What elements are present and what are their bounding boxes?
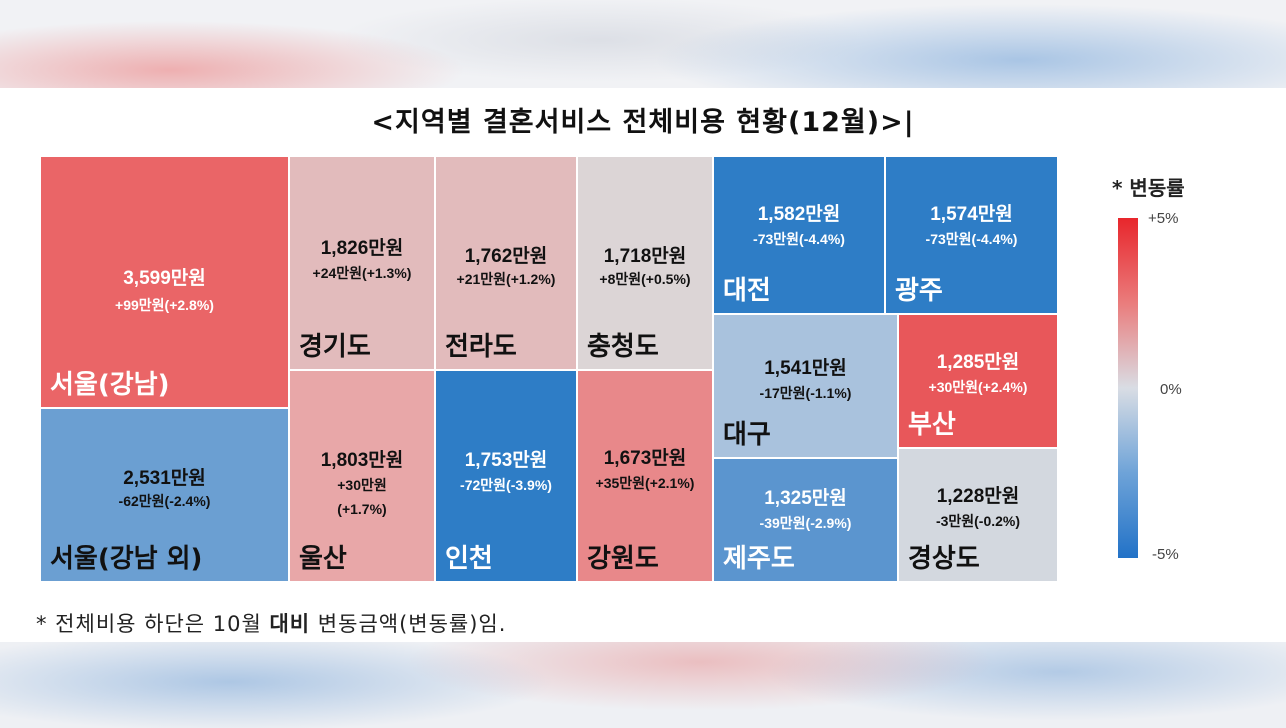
tile-daegu: 1,541만원 -17만원(-1.1%) 대구 bbox=[713, 314, 898, 458]
tile-gyeongsang: 1,228만원 -3만원(-0.2%) 경상도 bbox=[898, 448, 1058, 582]
tile-region-name: 대구 bbox=[723, 420, 771, 450]
tile-value: 1,673만원 bbox=[603, 448, 687, 469]
tile-region-name: 서울(강남 외) bbox=[50, 544, 203, 574]
tile-region-name: 서울(강남) bbox=[50, 370, 170, 400]
tile-region-name: 강원도 bbox=[587, 544, 659, 574]
top-decorative-band bbox=[0, 0, 1286, 88]
bottom-decorative-band bbox=[0, 642, 1286, 728]
tile-value: 1,753만원 bbox=[464, 450, 548, 471]
tile-region-name: 전라도 bbox=[445, 332, 517, 362]
tile-value: 1,285만원 bbox=[936, 352, 1020, 373]
tile-region-name: 인천 bbox=[445, 544, 493, 574]
tile-change: +35만원(+2.1%) bbox=[595, 475, 695, 491]
legend-title: * 변동률 bbox=[1112, 176, 1185, 200]
tile-region-name: 부산 bbox=[908, 410, 956, 440]
tile-change: -62만원(-2.4%) bbox=[118, 493, 211, 509]
tile-region-name: 충청도 bbox=[587, 332, 659, 362]
tile-change-rate: (+1.7%) bbox=[337, 501, 387, 517]
footnote-prefix: * 전체비용 하단은 10월 bbox=[36, 612, 270, 636]
tile-change-amount: +30만원 bbox=[337, 477, 387, 493]
tile-daejeon: 1,582만원 -73만원(-4.4%) 대전 bbox=[713, 156, 885, 314]
tile-value: 1,762만원 bbox=[464, 246, 548, 267]
tile-change: -17만원(-1.1%) bbox=[759, 385, 852, 401]
tile-jeolla: 1,762만원 +21만원(+1.2%) 전라도 bbox=[435, 156, 577, 370]
page-title: <지역별 결혼서비스 전체비용 현황(12월)>| bbox=[371, 107, 915, 138]
legend-mid-label: 0% bbox=[1160, 381, 1182, 398]
treemap-chart: 3,599만원 +99만원(+2.8%) 서울(강남) 2,531만원 -62만… bbox=[40, 156, 1058, 582]
footnote-suffix: 변동금액(변동률)임. bbox=[310, 612, 507, 636]
tile-region-name: 경기도 bbox=[299, 332, 371, 362]
tile-seoul-gangnam: 3,599만원 +99만원(+2.8%) 서울(강남) bbox=[40, 156, 289, 408]
tile-change: +24만원(+1.3%) bbox=[312, 265, 412, 281]
tile-value: 1,574만원 bbox=[930, 204, 1013, 225]
tile-value: 1,582만원 bbox=[757, 204, 841, 225]
tile-region-name: 대전 bbox=[723, 276, 771, 306]
tile-value: 3,599만원 bbox=[123, 268, 206, 289]
tile-value: 1,228만원 bbox=[936, 486, 1020, 507]
legend-color-scale bbox=[1118, 218, 1138, 558]
tile-gyeonggi: 1,826만원 +24만원(+1.3%) 경기도 bbox=[289, 156, 435, 370]
tile-chungcheong: 1,718만원 +8만원(+0.5%) 충청도 bbox=[577, 156, 713, 370]
tile-busan: 1,285만원 +30만원(+2.4%) 부산 bbox=[898, 314, 1058, 448]
tile-change: +21만원(+1.2%) bbox=[456, 271, 556, 287]
tile-gwangju: 1,574만원 -73만원(-4.4%) 광주 bbox=[885, 156, 1058, 314]
tile-value: 2,531만원 bbox=[123, 468, 206, 489]
tile-value: 1,826만원 bbox=[320, 238, 404, 259]
tile-change: -73만원(-4.4%) bbox=[925, 231, 1018, 247]
tile-ulsan: 1,803만원 +30만원 (+1.7%) 울산 bbox=[289, 370, 435, 582]
footnote: * 전체비용 하단은 10월 대비 변동금액(변동률)임. bbox=[36, 608, 506, 638]
tile-change: -39만원(-2.9%) bbox=[759, 515, 852, 531]
tile-value: 1,803만원 bbox=[320, 450, 404, 471]
tile-region-name: 제주도 bbox=[723, 544, 795, 574]
tile-gangwon: 1,673만원 +35만원(+2.1%) 강원도 bbox=[577, 370, 713, 582]
tile-change: +8만원(+0.5%) bbox=[599, 271, 691, 287]
tile-change: -72만원(-3.9%) bbox=[460, 477, 552, 493]
tile-jeju: 1,325만원 -39만원(-2.9%) 제주도 bbox=[713, 458, 898, 582]
legend-min-label: -5% bbox=[1152, 546, 1179, 563]
tile-incheon: 1,753만원 -72만원(-3.9%) 인천 bbox=[435, 370, 577, 582]
tile-value: 1,718만원 bbox=[603, 246, 687, 267]
tile-change: +99만원(+2.8%) bbox=[115, 297, 214, 313]
tile-change: -3만원(-0.2%) bbox=[935, 513, 1021, 529]
tile-change: -73만원(-4.4%) bbox=[753, 231, 845, 247]
tile-region-name: 광주 bbox=[895, 276, 943, 306]
tile-change: +30만원(+2.4%) bbox=[928, 379, 1028, 395]
tile-value: 1,325만원 bbox=[764, 488, 847, 509]
legend-max-label: +5% bbox=[1148, 210, 1179, 227]
tile-value: 1,541만원 bbox=[764, 358, 847, 379]
footnote-bold: 대비 bbox=[269, 612, 311, 636]
tile-region-name: 울산 bbox=[299, 544, 347, 574]
tile-region-name: 경상도 bbox=[908, 544, 980, 574]
tile-seoul-non-gangnam: 2,531만원 -62만원(-2.4%) 서울(강남 외) bbox=[40, 408, 289, 582]
